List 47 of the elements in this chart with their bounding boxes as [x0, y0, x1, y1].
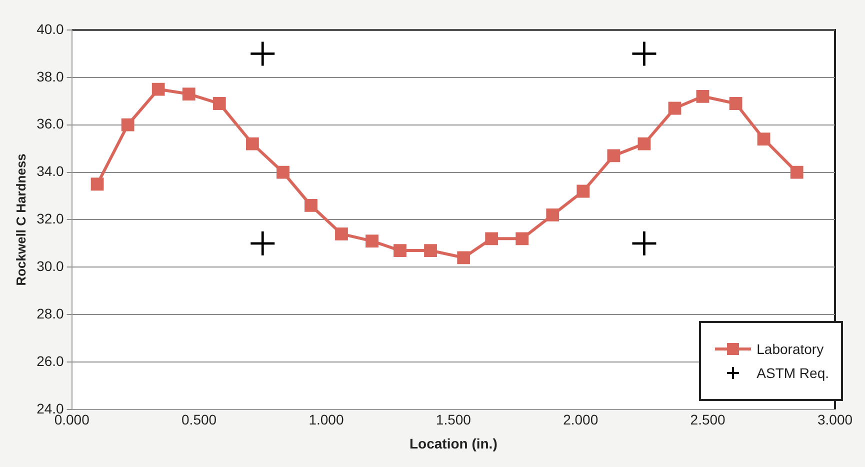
y-axis-title: Rockwell C Hardness: [13, 154, 28, 286]
point: [696, 90, 710, 103]
point: [250, 42, 275, 66]
point: [668, 102, 682, 115]
point: [632, 231, 656, 256]
y-tick-label: 24.0: [36, 400, 64, 416]
point: [366, 234, 378, 248]
point: [424, 244, 437, 257]
point: [729, 97, 742, 110]
point: [152, 82, 165, 96]
y-tick-label: 36.0: [36, 116, 64, 132]
y-tick-label: 30.0: [36, 258, 64, 274]
point: [304, 199, 318, 212]
point: [182, 88, 196, 100]
point: [576, 184, 590, 198]
point: [335, 227, 348, 240]
point: [276, 166, 290, 179]
x-tick-label: 2.500: [690, 412, 726, 428]
x-axis-title: Location (in.): [409, 435, 498, 452]
y-tick-label: 32.0: [36, 210, 64, 227]
point: [757, 132, 770, 146]
x-tick-label: 0.500: [182, 412, 217, 428]
point: [394, 244, 406, 257]
point: [121, 118, 134, 132]
point: [212, 97, 226, 110]
legend-label: Laboratory: [756, 341, 824, 358]
point: [790, 166, 804, 179]
y-tick-label: 28.0: [36, 305, 64, 322]
y-tick-label: 38.0: [36, 68, 64, 84]
point: [250, 231, 275, 256]
y-tick-label: 40.0: [36, 20, 64, 37]
point: [457, 251, 470, 264]
point: [516, 232, 529, 246]
point: [90, 178, 104, 191]
x-tick-label: 2.000: [563, 412, 598, 428]
point: [485, 232, 498, 246]
x-tick-label: 1.500: [436, 412, 472, 428]
y-tick-label: 26.0: [36, 352, 64, 369]
point: [632, 42, 656, 66]
y-tick-label: 34.0: [36, 163, 64, 180]
point: [246, 137, 259, 150]
x-tick-label: 3.000: [817, 412, 853, 428]
point: [638, 137, 651, 150]
point: [546, 208, 560, 222]
legend-label: ASTM Req.: [756, 365, 829, 382]
point: [607, 149, 620, 162]
x-tick-label: 1.000: [308, 412, 344, 428]
